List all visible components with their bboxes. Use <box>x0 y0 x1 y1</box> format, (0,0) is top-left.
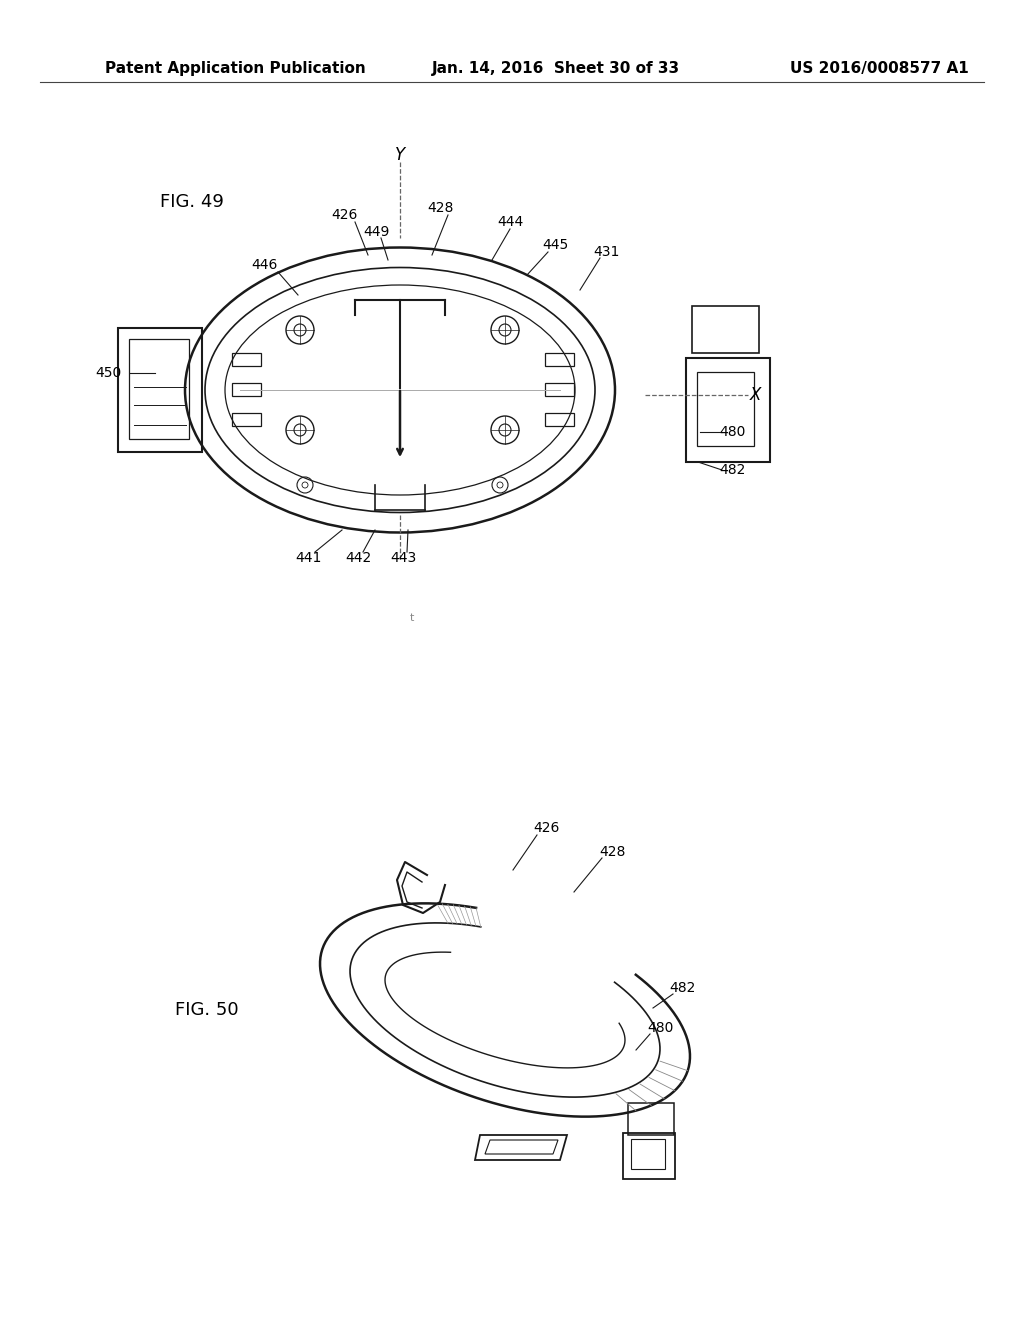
Text: 431: 431 <box>594 246 621 259</box>
Text: 449: 449 <box>362 224 389 239</box>
Text: X: X <box>750 385 761 404</box>
Text: 426: 426 <box>534 821 560 836</box>
Text: Jan. 14, 2016  Sheet 30 of 33: Jan. 14, 2016 Sheet 30 of 33 <box>432 61 680 75</box>
Text: 480: 480 <box>647 1020 673 1035</box>
Text: t: t <box>410 612 414 623</box>
Text: US 2016/0008577 A1: US 2016/0008577 A1 <box>790 61 969 75</box>
Text: 441: 441 <box>295 550 322 565</box>
Text: 444: 444 <box>497 215 523 228</box>
Text: 445: 445 <box>542 238 568 252</box>
Text: 482: 482 <box>670 981 696 995</box>
Text: FIG. 50: FIG. 50 <box>175 1001 239 1019</box>
Text: 482: 482 <box>719 463 745 477</box>
Text: 443: 443 <box>390 550 416 565</box>
Text: FIG. 49: FIG. 49 <box>160 193 224 211</box>
Text: Patent Application Publication: Patent Application Publication <box>105 61 366 75</box>
Text: 428: 428 <box>427 201 454 215</box>
Text: 446: 446 <box>252 257 279 272</box>
Text: 480: 480 <box>719 425 745 440</box>
Text: 426: 426 <box>332 209 358 222</box>
Text: 428: 428 <box>599 845 626 859</box>
Text: Y: Y <box>395 147 406 164</box>
Text: 442: 442 <box>345 550 371 565</box>
Text: 450: 450 <box>95 366 121 380</box>
